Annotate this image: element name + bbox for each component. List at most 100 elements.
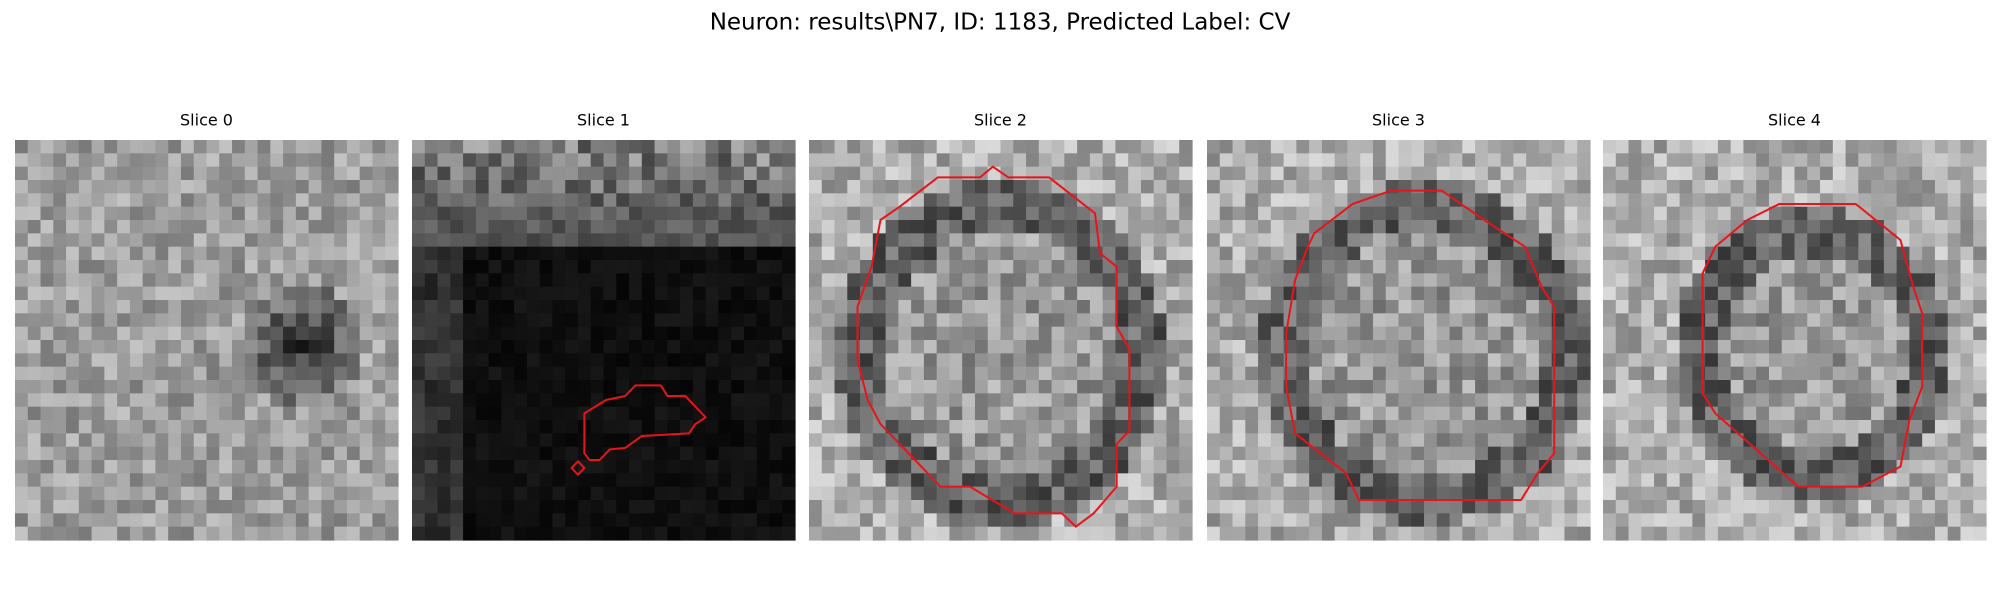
- pixel: [1513, 393, 1527, 408]
- pixel: [1115, 180, 1129, 194]
- pixel: [1973, 153, 1987, 168]
- pixel: [1360, 513, 1374, 528]
- pixel: [1153, 420, 1168, 434]
- pixel: [847, 140, 861, 154]
- pixel: [321, 500, 335, 514]
- pixel: [359, 313, 374, 328]
- pixel: [1922, 420, 1936, 434]
- pixel: [1153, 526, 1168, 541]
- pixel: [40, 486, 54, 501]
- pixel: [1309, 206, 1323, 221]
- pixel: [1577, 260, 1591, 274]
- pixel: [244, 366, 259, 381]
- pixel: [385, 446, 399, 461]
- pixel: [334, 366, 348, 381]
- pixel: [1756, 153, 1770, 168]
- pixel: [1628, 206, 1642, 221]
- pixel: [1258, 286, 1272, 301]
- pixel: [1000, 380, 1014, 394]
- pixel: [206, 326, 220, 341]
- pixel: [424, 246, 439, 261]
- pixel: [1270, 300, 1285, 314]
- pixel: [936, 166, 951, 181]
- pixel: [949, 380, 963, 394]
- pixel: [1140, 406, 1155, 421]
- pixel: [257, 420, 271, 434]
- pixel: [78, 486, 93, 501]
- pixel: [1283, 473, 1297, 488]
- pixel: [731, 406, 745, 421]
- pixel: [565, 300, 579, 314]
- pixel: [1245, 500, 1259, 514]
- pixel: [1115, 206, 1129, 221]
- pixel: [1115, 366, 1129, 381]
- pixel: [1411, 380, 1425, 394]
- pixel: [1038, 393, 1053, 408]
- pixel: [475, 326, 490, 341]
- pixel: [321, 166, 335, 181]
- pixel: [1896, 326, 1910, 341]
- pixel: [1232, 446, 1246, 461]
- pixel: [27, 433, 42, 448]
- pixel: [372, 473, 386, 488]
- pixel: [270, 420, 284, 434]
- pixel: [308, 206, 322, 221]
- pixel: [923, 340, 938, 354]
- pixel: [911, 460, 925, 474]
- pixel: [1947, 260, 1962, 274]
- pixel: [552, 193, 566, 208]
- pixel: [629, 513, 643, 528]
- pixel: [1038, 286, 1053, 301]
- pixel: [206, 180, 220, 194]
- pixel: [40, 500, 54, 514]
- pixel: [78, 300, 93, 314]
- pixel: [1245, 220, 1259, 234]
- pixel: [847, 220, 861, 234]
- pixel: [731, 326, 745, 341]
- pixel: [1551, 153, 1566, 168]
- pixel: [1207, 340, 1221, 354]
- pixel: [193, 220, 208, 234]
- pixel: [1679, 366, 1693, 381]
- pixel: [66, 313, 80, 328]
- pixel: [359, 433, 374, 448]
- pixel: [295, 406, 310, 421]
- pixel: [1743, 233, 1757, 248]
- pixel: [782, 460, 796, 474]
- pixel: [923, 446, 938, 461]
- pixel: [295, 380, 310, 394]
- pixel: [1128, 300, 1142, 314]
- pixel: [718, 233, 732, 248]
- pixel: [616, 340, 630, 354]
- pixel: [1692, 286, 1706, 301]
- pixel: [1513, 380, 1527, 394]
- pixel: [1436, 260, 1451, 274]
- pixel: [1500, 180, 1514, 194]
- pixel: [1102, 446, 1116, 461]
- panel-title: Slice 4: [1768, 111, 1821, 130]
- pixel: [923, 473, 938, 488]
- pixel: [1781, 380, 1796, 394]
- pixel: [475, 460, 490, 474]
- pixel: [232, 366, 246, 381]
- pixel: [1794, 180, 1808, 194]
- pixel: [1896, 393, 1910, 408]
- pixel: [1140, 486, 1155, 501]
- pixel: [463, 300, 477, 314]
- pixel: [475, 246, 490, 261]
- pixel: [372, 286, 386, 301]
- pixel: [412, 313, 426, 328]
- pixel: [168, 460, 182, 474]
- pixel: [1794, 340, 1808, 354]
- pixel: [463, 460, 477, 474]
- pixel: [526, 286, 541, 301]
- pixel: [782, 220, 796, 234]
- pixel: [1692, 193, 1706, 208]
- pixel: [1207, 166, 1221, 181]
- pixel: [705, 233, 719, 248]
- pixel: [1538, 406, 1553, 421]
- pixel: [1219, 340, 1234, 354]
- pixel: [91, 220, 105, 234]
- pixel: [488, 433, 502, 448]
- pixel: [1153, 166, 1168, 181]
